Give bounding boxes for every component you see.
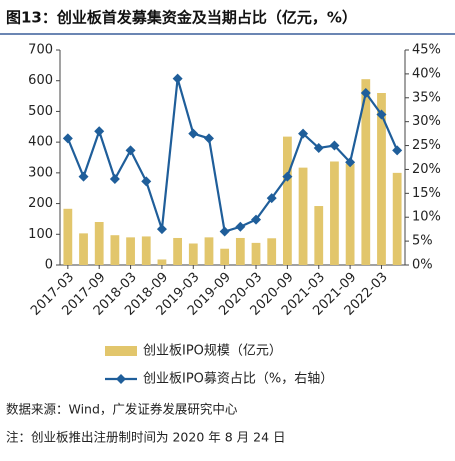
bar: [392, 172, 402, 265]
bar: [63, 208, 73, 265]
bar: [79, 233, 88, 265]
y-tick-label: 300: [28, 165, 53, 180]
bar: [110, 235, 120, 265]
bar: [361, 79, 371, 265]
note: 注：创业板推出注册制时间为 2020 年 8 月 24 日: [6, 430, 286, 445]
bar: [188, 243, 198, 265]
bar: [94, 222, 104, 265]
line-marker: [251, 214, 262, 225]
y-tick-label: 400: [28, 135, 53, 150]
y2-tick-label: 30%: [412, 114, 441, 129]
y2-tick-label: 45%: [412, 43, 441, 58]
y2-tick-label: 10%: [412, 210, 441, 225]
source: 数据来源：Wind，广发证券发展研究中心: [6, 402, 238, 417]
legend-label: 创业板IPO规模（亿元）: [143, 344, 282, 359]
chart-title: 图13：创业板首发募集资金及当期占比（亿元，%）: [6, 9, 357, 27]
line-marker: [235, 221, 246, 232]
y-tick-label: 100: [28, 227, 53, 242]
line: [66, 78, 399, 233]
line-marker: [141, 176, 152, 187]
y2-tick-label: 0%: [412, 258, 433, 273]
line-marker: [298, 128, 309, 139]
y2-tick-label: 35%: [412, 90, 441, 105]
legend-swatch: [105, 346, 137, 356]
line-marker: [392, 145, 403, 156]
y-tick-label: 700: [28, 43, 53, 58]
bar: [314, 206, 324, 265]
line-marker: [360, 88, 371, 98]
line-marker: [282, 171, 293, 182]
line-marker: [345, 157, 356, 168]
y-tick-label: 600: [28, 73, 53, 88]
line-marker: [329, 140, 340, 151]
line-marker: [125, 145, 136, 156]
bar: [157, 259, 167, 265]
bar: [173, 237, 183, 265]
y2-tick-label: 5%: [412, 234, 433, 249]
bar: [377, 93, 386, 265]
bar: [330, 161, 339, 265]
bar: [141, 236, 151, 265]
bar: [298, 167, 308, 265]
line-marker: [156, 224, 167, 235]
line-marker: [94, 126, 105, 137]
bar: [220, 248, 230, 265]
y-tick-label: 200: [28, 196, 53, 211]
bar: [267, 238, 277, 265]
y2-tick-label: 25%: [412, 138, 441, 153]
line-marker: [109, 174, 120, 184]
line-marker: [266, 193, 277, 204]
bar: [235, 237, 245, 265]
bar: [282, 136, 292, 265]
line-marker: [313, 142, 324, 153]
y2-tick-label: 40%: [412, 66, 441, 81]
legend-label: 创业板IPO募资占比（%，右轴）: [143, 372, 333, 387]
line-marker: [219, 226, 230, 237]
bar: [126, 237, 135, 265]
y2-tick-label: 15%: [412, 186, 441, 201]
line-marker: [203, 133, 214, 144]
line-marker: [62, 133, 73, 144]
bar: [251, 242, 261, 265]
bar: [204, 237, 214, 265]
bar: [345, 163, 355, 265]
y-tick-label: 500: [28, 104, 53, 119]
line-marker: [376, 109, 387, 120]
line-marker: [78, 171, 89, 182]
legend-marker: [116, 374, 126, 384]
y-tick-label: 0: [45, 258, 53, 273]
line-marker: [172, 73, 183, 84]
y2-tick-label: 20%: [412, 162, 441, 177]
line-marker: [188, 128, 199, 139]
